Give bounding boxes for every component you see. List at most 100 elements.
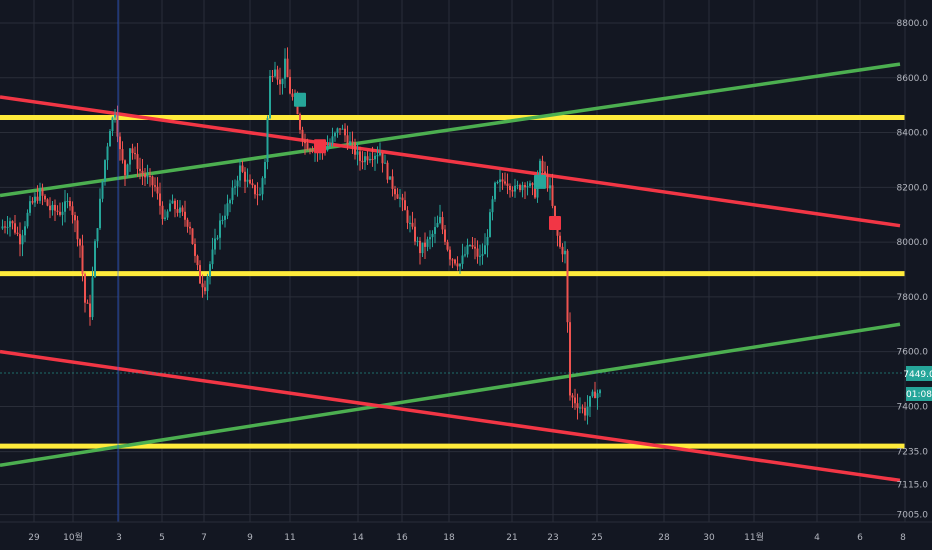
- candle-body: [39, 188, 41, 201]
- candle-body: [94, 241, 96, 278]
- candle-body: [76, 220, 79, 240]
- candle-body: [51, 204, 54, 211]
- candle-body: [581, 407, 584, 409]
- candle-body: [356, 151, 359, 155]
- candle-body: [576, 403, 579, 409]
- candle-body: [71, 206, 74, 216]
- candle-body: [186, 219, 189, 227]
- candle-body: [339, 128, 341, 130]
- candle-body: [361, 160, 364, 163]
- candle-body: [599, 390, 601, 394]
- candle-body: [416, 240, 419, 242]
- candle-body: [586, 406, 589, 416]
- candle-body: [264, 162, 266, 179]
- candle-body: [21, 235, 24, 245]
- candle-body: [469, 245, 471, 247]
- candle-body: [364, 156, 366, 163]
- candle-body: [291, 93, 294, 97]
- candle-body: [284, 58, 286, 79]
- candle-body: [6, 226, 9, 228]
- candle-body: [64, 201, 66, 212]
- candle-body: [119, 136, 121, 150]
- candle-body: [429, 237, 431, 240]
- candle-body: [559, 235, 561, 247]
- candle-body: [379, 152, 381, 156]
- candle-body: [309, 149, 311, 151]
- candle-body: [359, 151, 361, 161]
- candle-body: [474, 246, 476, 249]
- candle-body: [181, 207, 184, 212]
- x-tick-label: 10월: [63, 531, 83, 543]
- candle-body: [256, 194, 259, 196]
- candle-body: [196, 255, 199, 266]
- y-tick-label: 8800.0: [897, 19, 929, 29]
- candle-body: [509, 185, 511, 191]
- trendline[interactable]: [0, 95, 901, 228]
- candle-body: [489, 212, 491, 237]
- candle-body: [366, 156, 369, 161]
- candle-body: [334, 132, 336, 137]
- candles: [1, 47, 601, 425]
- candle-body: [481, 254, 484, 256]
- candle-body: [326, 145, 329, 151]
- candle-body: [519, 185, 521, 191]
- x-tick-label: 21: [506, 533, 517, 543]
- trendline[interactable]: [0, 349, 901, 483]
- candle-body: [111, 117, 114, 132]
- candle-body: [439, 217, 441, 223]
- last-price-label: 7449.0: [903, 370, 932, 380]
- candle-body: [131, 148, 134, 154]
- candle-body: [451, 259, 454, 261]
- candle-body: [156, 186, 159, 194]
- y-tick-label: 8400.0: [897, 129, 929, 139]
- x-tick-label: 8: [900, 533, 906, 543]
- price-axis-panel[interactable]: [905, 0, 932, 522]
- candle-body: [449, 249, 451, 260]
- candle-body: [219, 220, 221, 238]
- signal-marker: [314, 139, 326, 154]
- candle-body: [459, 263, 461, 267]
- candle-body: [126, 164, 129, 176]
- candle-body: [134, 153, 136, 155]
- y-tick-label: 7235.0: [897, 448, 929, 458]
- candle-body: [551, 185, 554, 206]
- candle-body: [384, 162, 386, 164]
- candle-body: [571, 395, 574, 398]
- trendline[interactable]: [0, 322, 901, 468]
- candle-body: [411, 222, 414, 227]
- candle-body: [161, 205, 164, 219]
- x-tick-label: 6: [857, 533, 863, 543]
- candle-body: [544, 171, 546, 175]
- candle-body: [246, 179, 249, 182]
- candle-body: [546, 174, 549, 189]
- trendlines[interactable]: [0, 62, 905, 483]
- candle-body: [206, 276, 209, 292]
- signal-marker: [534, 174, 546, 189]
- x-tick-label: 7: [201, 533, 207, 543]
- candle-body: [109, 131, 111, 147]
- grid-lines: [0, 0, 905, 522]
- candle-body: [524, 185, 526, 188]
- candle-body: [151, 176, 154, 186]
- candle-body: [344, 128, 346, 136]
- candle-body: [236, 180, 239, 187]
- candle-body: [506, 183, 509, 186]
- candle-body: [521, 185, 524, 191]
- candle-body: [59, 211, 61, 215]
- countdown-label: 01:08: [906, 390, 932, 400]
- candle-body: [121, 149, 124, 161]
- x-tick-label: 11: [284, 533, 295, 543]
- candle-body: [86, 302, 89, 304]
- candle-body: [184, 211, 186, 220]
- candle-body: [376, 155, 379, 157]
- candle-body: [289, 77, 291, 94]
- candle-body: [89, 303, 91, 318]
- y-tick-label: 7600.0: [897, 348, 929, 358]
- candle-body: [164, 217, 166, 219]
- candle-body: [221, 219, 224, 221]
- candle-body: [554, 205, 556, 223]
- candle-body: [209, 264, 211, 277]
- candle-body: [69, 201, 71, 207]
- time-axis-panel[interactable]: [0, 522, 932, 550]
